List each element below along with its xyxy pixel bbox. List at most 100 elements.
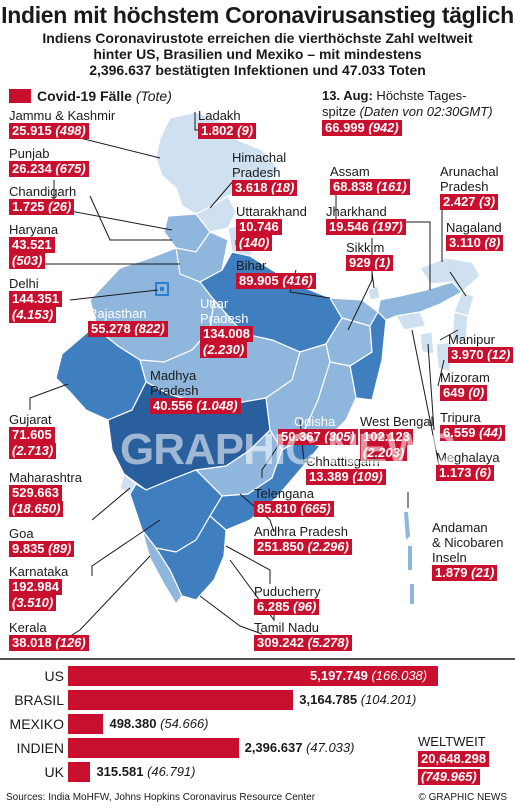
- map-region-assam: [377, 281, 463, 321]
- region-value: 68.838 (161): [330, 179, 410, 195]
- peak-value: 66.999 (942): [322, 120, 402, 136]
- region-label-haryana: Haryana 43.521 (503): [9, 222, 59, 269]
- region-value: 10.746: [236, 219, 282, 235]
- region-value: (503): [9, 253, 46, 269]
- region-value: 55.278 (822): [88, 321, 168, 337]
- peak-date: 13. Aug:: [322, 88, 373, 103]
- region-value: 25.915 (498): [9, 123, 89, 139]
- region-label-jharkhand: Jharkhand 19.546 (197): [326, 204, 406, 235]
- legend: Covid-19 Fälle (Tote): [9, 88, 172, 104]
- peak-note: (Daten von 02:30GMT): [359, 104, 493, 119]
- region-label-rajasthan: Rajasthan 55.278 (822): [88, 306, 168, 337]
- bar-value-indien: 2,396.637 (47.033): [244, 740, 355, 755]
- region-label-puducherry: Puducherry 6.285 (96): [254, 584, 321, 615]
- bar-value-mexiko: 498.380 (54.666): [109, 716, 209, 731]
- map-region-arunachal: [419, 257, 481, 293]
- region-value: 1.879 (21): [432, 565, 498, 581]
- legend-deaths: (Tote): [135, 88, 172, 104]
- region-value: 13.389 (109): [306, 469, 386, 485]
- map-region-sikkim: [367, 285, 381, 301]
- region-value: 192.984: [9, 579, 62, 595]
- region-value: 71.605: [9, 427, 55, 443]
- region-value: 2.427 (3): [440, 194, 499, 210]
- chart-subtitle: Indiens Coronavirustote erreichen die vi…: [0, 30, 515, 78]
- region-label-ladakh: Ladakh 1.802 (9): [198, 108, 257, 139]
- map-region-andaman: [404, 512, 414, 604]
- region-label-karnataka: Karnataka 192.984 (3.510): [9, 564, 69, 611]
- region-value: 144.351: [9, 291, 62, 307]
- subtitle-line: Indiens Coronavirustote erreichen die vi…: [42, 30, 473, 46]
- region-value: (140): [236, 235, 273, 251]
- region-value: 1.802 (9): [198, 123, 257, 139]
- bar-value-brasil: 3,164.785 (104.201): [299, 692, 417, 707]
- credit: © GRAPHIC NEWS: [418, 792, 508, 803]
- world-deaths: (749.965): [418, 769, 480, 785]
- bar-label-mexiko: MEXIKO: [9, 716, 64, 732]
- region-label-gujarat: Gujarat 71.605 (2.713): [9, 412, 57, 459]
- region-label-punjab: Punjab 26.234 (675): [9, 146, 89, 177]
- bar-value-us: 5,197.749 (166.038): [310, 668, 428, 683]
- bar-indien: [68, 738, 239, 758]
- region-label-westbengal: West Bengal 102.123 (2.203): [360, 414, 434, 461]
- region-label-chandigarh: Chandigarh 1.725 (26): [9, 184, 77, 215]
- bar-brasil: [68, 690, 294, 710]
- map-region-meghalaya: [395, 311, 427, 331]
- region-value: 38.018 (126): [9, 635, 89, 651]
- bar-us: [68, 666, 438, 686]
- region-value: 102.123: [360, 429, 413, 445]
- region-label-sikkim: Sikkim 929 (1): [346, 240, 394, 271]
- region-value: 6.559 (44): [440, 425, 506, 441]
- region-label-maharashtra: Maharashtra 529.663 (18.650): [9, 470, 82, 517]
- region-value: (4.153): [9, 307, 57, 323]
- region-value: 309.242 (5.278): [254, 635, 352, 651]
- region-value: 3.618 (18): [232, 180, 298, 196]
- region-label-kerala: Kerala 38.018 (126): [9, 620, 89, 651]
- region-label-telengana: Telengana 85.810 (665): [254, 486, 334, 517]
- region-label-jk: Jammu & Kashmir 25.915 (498): [9, 108, 116, 139]
- region-label-meghalaya: Meghalaya 1.173 (6): [436, 450, 500, 481]
- bar-label-brasil: BRASIL: [14, 692, 64, 708]
- region-value: 85.810 (665): [254, 501, 334, 517]
- region-label-up: Uttar Pradesh 134.008 (2.230): [200, 296, 253, 358]
- subtitle-line: 2,396.637 bestätigten Infektionen und 47…: [89, 62, 426, 78]
- region-label-odisha: Odisha 50.367 (305): [278, 414, 358, 445]
- region-value: 251.850 (2.296): [254, 539, 352, 555]
- region-value: (2.230): [200, 342, 248, 358]
- region-value: 3.970 (12): [448, 347, 514, 363]
- region-value: 134.008: [200, 326, 253, 342]
- region-value: 1.725 (26): [9, 199, 75, 215]
- peak-text: Höchste Tages-: [372, 88, 467, 103]
- region-value: 26.234 (675): [9, 161, 89, 177]
- bar-label-indien: INDIEN: [16, 740, 64, 756]
- region-value: (3.510): [9, 595, 57, 611]
- region-label-tamilnadu: Tamil Nadu 309.242 (5.278): [254, 620, 352, 651]
- daily-peak: 13. Aug: Höchste Tages- spitze (Daten vo…: [322, 88, 493, 136]
- region-label-nagaland: Nagaland 3.110 (8): [446, 220, 504, 251]
- map-region-manipur: [451, 311, 469, 343]
- bar-mexiko: [68, 714, 104, 734]
- region-label-assam: Assam 68.838 (161): [330, 164, 410, 195]
- region-label-delhi: Delhi 144.351 (4.153): [9, 276, 62, 323]
- region-label-ap: Andhra Pradesh 251.850 (2.296): [254, 524, 352, 555]
- region-label-manipur: Manipur 3.970 (12): [448, 332, 514, 363]
- divider: [0, 658, 515, 660]
- region-value: 529.663: [9, 485, 62, 501]
- india-map: [11, 111, 481, 641]
- region-label-mizoram: Mizoram 649 (0): [440, 370, 490, 401]
- region-value: 1.173 (6): [436, 465, 495, 481]
- legend-label: Covid-19 Fälle: [37, 88, 132, 104]
- region-value: 929 (1): [346, 255, 394, 271]
- region-value: 50.367 (305): [278, 429, 358, 445]
- world-label: WELTWEIT: [418, 734, 486, 749]
- region-value: 19.546 (197): [326, 219, 406, 235]
- region-value: (2.203): [360, 445, 408, 461]
- region-value: 9.835 (89): [9, 541, 75, 557]
- region-label-goa: Goa 9.835 (89): [9, 526, 75, 557]
- chart-title: Indien mit höchstem Coronavirusanstieg t…: [1, 2, 514, 28]
- region-value: (2.713): [9, 443, 57, 459]
- region-value: 43.521: [9, 237, 55, 253]
- bar-value-uk: 315.581 (46.791): [96, 764, 196, 779]
- sources: Sources: India MoHFW, Johns Hopkins Coro…: [6, 792, 316, 803]
- subtitle-line: hinter US, Brasilien und Mexiko – mit mi…: [93, 46, 422, 62]
- region-value: 3.110 (8): [446, 235, 504, 251]
